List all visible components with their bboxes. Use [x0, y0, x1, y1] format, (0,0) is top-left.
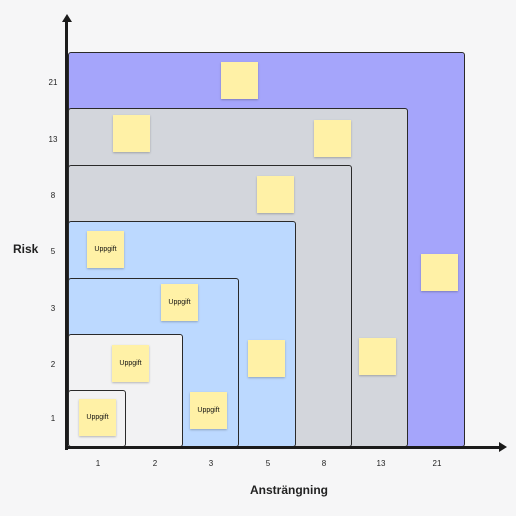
x-axis-line: [65, 446, 501, 449]
x-tick-label: 1: [95, 459, 101, 468]
sticky-note[interactable]: [257, 176, 294, 213]
x-tick-label: 8: [321, 459, 327, 468]
y-tick-label: 2: [50, 360, 56, 369]
sticky-note-label: Uppgift: [197, 407, 220, 414]
sticky-note[interactable]: [221, 62, 258, 99]
sticky-note-label: Uppgift: [94, 246, 117, 253]
x-tick-label: 5: [265, 459, 271, 468]
y-axis-arrow-icon: [62, 14, 72, 22]
x-tick-label: 13: [376, 459, 386, 468]
x-tick-label: 3: [208, 459, 214, 468]
sticky-note[interactable]: [248, 340, 285, 377]
y-tick-label: 8: [50, 191, 56, 200]
sticky-note-label: Uppgift: [119, 360, 142, 367]
x-axis-title: Ansträngning: [250, 483, 328, 497]
sticky-note[interactable]: Uppgift: [79, 399, 116, 436]
sticky-note[interactable]: [314, 120, 351, 157]
y-tick-label: 1: [50, 414, 56, 423]
sticky-note[interactable]: [359, 338, 396, 375]
x-tick-label: 21: [432, 459, 442, 468]
sticky-note[interactable]: Uppgift: [87, 231, 124, 268]
y-tick-label: 13: [48, 135, 58, 144]
sticky-note[interactable]: Uppgift: [112, 345, 149, 382]
sticky-note[interactable]: Uppgift: [161, 284, 198, 321]
y-tick-label: 3: [50, 304, 56, 313]
y-axis-title: Risk: [13, 242, 39, 256]
y-axis-line: [65, 18, 68, 450]
y-tick-label: 5: [50, 247, 56, 256]
sticky-note-label: Uppgift: [86, 414, 109, 421]
x-tick-label: 2: [152, 459, 158, 468]
sticky-note-label: Uppgift: [168, 299, 191, 306]
sticky-note[interactable]: Uppgift: [190, 392, 227, 429]
sticky-note[interactable]: [421, 254, 458, 291]
y-tick-label: 21: [48, 78, 58, 87]
x-axis-arrow-icon: [499, 442, 507, 452]
sticky-note[interactable]: [113, 115, 150, 152]
